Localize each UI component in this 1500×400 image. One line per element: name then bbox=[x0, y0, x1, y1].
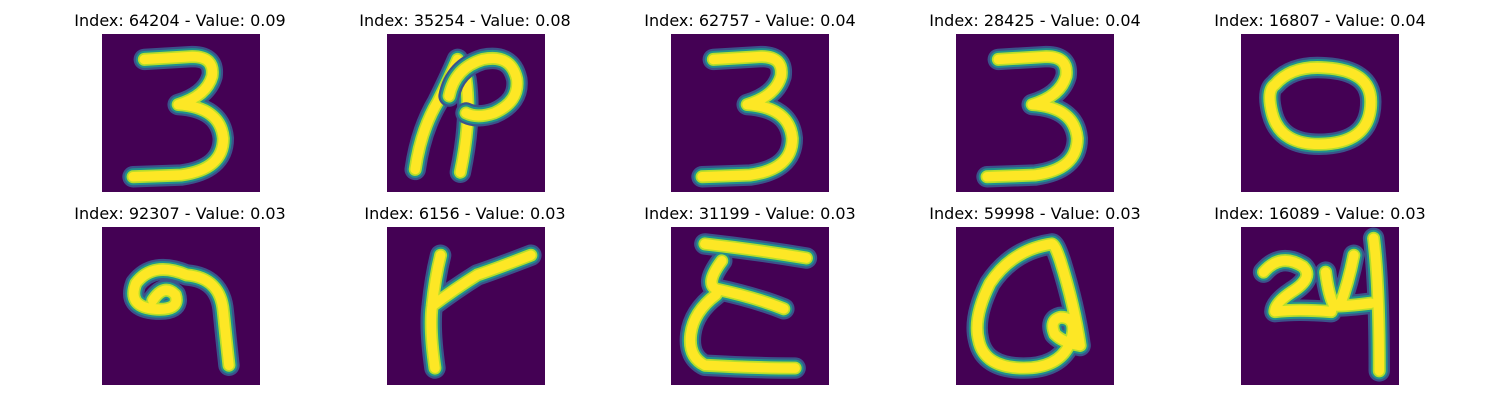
digit-image bbox=[671, 227, 829, 385]
digit-image bbox=[956, 34, 1114, 192]
digit-image bbox=[1241, 34, 1399, 192]
digit-image bbox=[956, 227, 1114, 385]
panel-title: Index: 6156 - Value: 0.03 bbox=[315, 204, 615, 224]
digit-image bbox=[102, 34, 260, 192]
panel-title: Index: 28425 - Value: 0.04 bbox=[885, 11, 1185, 31]
panel-title: Index: 62757 - Value: 0.04 bbox=[600, 11, 900, 31]
panel-title: Index: 64204 - Value: 0.09 bbox=[30, 11, 330, 31]
panel-title: Index: 59998 - Value: 0.03 bbox=[885, 204, 1185, 224]
panel-title: Index: 31199 - Value: 0.03 bbox=[600, 204, 900, 224]
digit-image bbox=[671, 34, 829, 192]
digit-image bbox=[102, 227, 260, 385]
panel-title: Index: 35254 - Value: 0.08 bbox=[315, 11, 615, 31]
digit-image bbox=[387, 227, 545, 385]
panel-title: Index: 16089 - Value: 0.03 bbox=[1170, 204, 1470, 224]
digit-image bbox=[1241, 227, 1399, 385]
panel-title: Index: 16807 - Value: 0.04 bbox=[1170, 11, 1470, 31]
panel-title: Index: 92307 - Value: 0.03 bbox=[30, 204, 330, 224]
digit-image bbox=[387, 34, 545, 192]
